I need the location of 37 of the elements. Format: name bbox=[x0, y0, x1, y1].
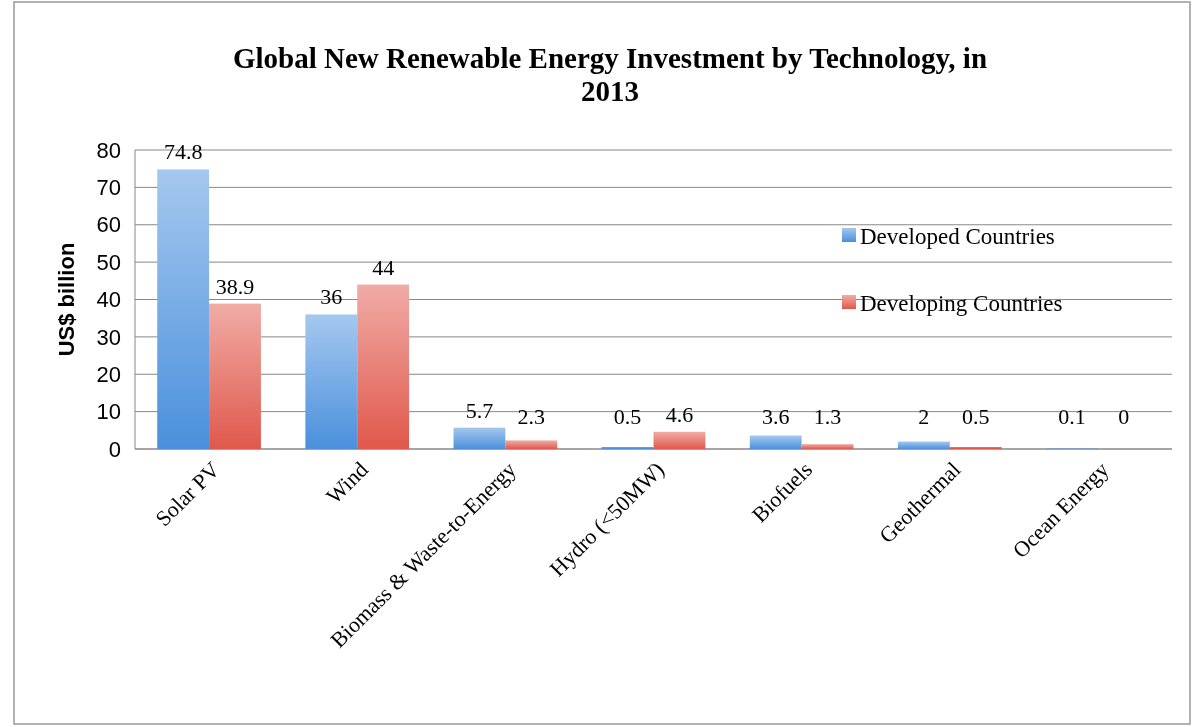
y-tick-label: 0 bbox=[108, 436, 121, 462]
y-tick-label: 70 bbox=[96, 175, 121, 201]
y-tick-label: 80 bbox=[96, 137, 121, 163]
y-tick-label: 20 bbox=[96, 361, 121, 387]
data-label: 44 bbox=[372, 254, 395, 280]
bar bbox=[453, 427, 506, 449]
bar bbox=[897, 441, 950, 449]
y-axis-title: US$ billion bbox=[54, 242, 79, 357]
chart-title: Global New Renewable Energy Investment by Technology, in 2013 bbox=[232, 42, 988, 107]
data-label: 2.3 bbox=[517, 404, 546, 430]
y-tick-label: 60 bbox=[96, 212, 121, 238]
bar bbox=[505, 440, 558, 449]
y-tick-label: 50 bbox=[96, 249, 121, 275]
bar bbox=[305, 314, 358, 449]
data-label: 0 bbox=[1118, 404, 1130, 430]
bar bbox=[157, 169, 210, 449]
data-label: 1.3 bbox=[813, 404, 842, 430]
data-label: 2 bbox=[918, 404, 930, 430]
data-label: 74.8 bbox=[163, 139, 203, 165]
y-tick-label: 30 bbox=[96, 324, 121, 350]
bar bbox=[653, 431, 706, 449]
y-tick-label: 10 bbox=[96, 399, 121, 425]
bar bbox=[209, 303, 261, 449]
data-label: 0.5 bbox=[961, 404, 990, 430]
bar bbox=[357, 284, 410, 449]
data-label: 3.6 bbox=[761, 404, 790, 430]
data-label: 0.5 bbox=[613, 404, 642, 430]
bar bbox=[749, 435, 802, 449]
data-label: 0.1 bbox=[1058, 404, 1086, 430]
y-tick-label: 40 bbox=[96, 287, 121, 313]
data-label: 5.7 bbox=[465, 397, 494, 423]
data-label: 38.9 bbox=[215, 273, 255, 299]
legend-label: Developing Countries bbox=[860, 291, 1063, 317]
data-label: 36 bbox=[320, 284, 343, 310]
data-label: 4.6 bbox=[665, 401, 694, 427]
legend-label: Developed Countries bbox=[860, 224, 1055, 250]
bar bbox=[801, 444, 854, 449]
